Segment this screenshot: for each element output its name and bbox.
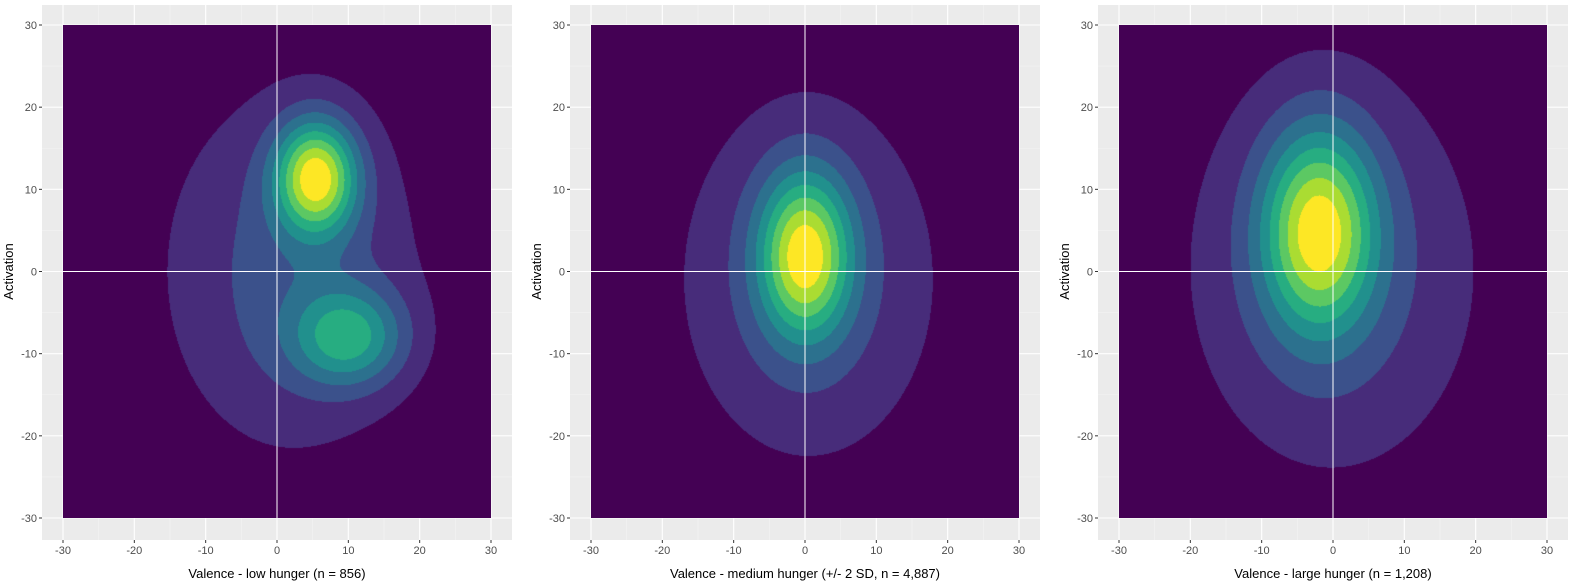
x-tick-label: -30 bbox=[583, 545, 599, 557]
x-tick-label: 0 bbox=[274, 545, 280, 557]
x-tick-label: 30 bbox=[485, 545, 497, 557]
y-tick-label: 20 bbox=[25, 102, 37, 114]
x-tick-label: 20 bbox=[942, 545, 954, 557]
x-axis-title: Valence - large hunger (n = 1,208) bbox=[1234, 566, 1431, 581]
x-tick-label: -20 bbox=[1182, 545, 1198, 557]
y-tick-label: 20 bbox=[553, 102, 565, 114]
x-tick-label: 30 bbox=[1013, 545, 1025, 557]
x-tick-label: -30 bbox=[55, 545, 71, 557]
y-tick-label: 30 bbox=[553, 20, 565, 32]
x-tick-label: -20 bbox=[654, 545, 670, 557]
x-tick-label: 20 bbox=[1470, 545, 1482, 557]
y-tick-label: -20 bbox=[549, 431, 565, 443]
x-tick-label: 10 bbox=[342, 545, 354, 557]
y-tick-label: 10 bbox=[25, 184, 37, 196]
y-tick-label: -30 bbox=[1077, 513, 1093, 525]
y-tick-label: 30 bbox=[1081, 20, 1093, 32]
x-tick-label: 10 bbox=[1398, 545, 1410, 557]
density-panel-1: -30 -20 -10 0 10 20 30 -30 -20 -10 0 10 20 30 Valence … bbox=[1, 5, 512, 581]
y-axis-title: Activation bbox=[1, 243, 16, 299]
y-tick-label: 0 bbox=[559, 267, 565, 279]
x-tick-label: -20 bbox=[126, 545, 142, 557]
x-axis-title: Valence - low hunger (n = 856) bbox=[188, 566, 365, 581]
y-tick-label: 10 bbox=[1081, 184, 1093, 196]
x-tick-label: 0 bbox=[1330, 545, 1336, 557]
y-tick-label: -10 bbox=[549, 349, 565, 361]
y-tick-label: 10 bbox=[553, 184, 565, 196]
x-tick-label: -10 bbox=[1254, 545, 1270, 557]
y-tick-label: -10 bbox=[21, 349, 37, 361]
density-panel-3: -30 -20 -10 0 10 20 30 -30 -20 -10 0 10 20 30 Valence … bbox=[1057, 5, 1568, 581]
y-tick-label: -30 bbox=[549, 513, 565, 525]
x-tick-label: 0 bbox=[802, 545, 808, 557]
y-tick-label: 0 bbox=[1087, 267, 1093, 279]
x-tick-label: 30 bbox=[1541, 545, 1553, 557]
y-tick-label: -20 bbox=[21, 431, 37, 443]
y-axis-title: Activation bbox=[1057, 243, 1072, 299]
y-tick-label: 30 bbox=[25, 20, 37, 32]
y-tick-label: 0 bbox=[31, 267, 37, 279]
density-panel-2: -30 -20 -10 0 10 20 30 -30 -20 -10 0 10 20 30 Valence … bbox=[529, 5, 1040, 581]
y-tick-label: -10 bbox=[1077, 349, 1093, 361]
x-tick-label: -10 bbox=[198, 545, 214, 557]
x-tick-label: 20 bbox=[414, 545, 426, 557]
y-tick-label: -20 bbox=[1077, 431, 1093, 443]
x-tick-label: -10 bbox=[726, 545, 742, 557]
y-axis-title: Activation bbox=[529, 243, 544, 299]
x-axis-title: Valence - medium hunger (+/- 2 SD, n = 4… bbox=[670, 566, 940, 581]
x-tick-label: 10 bbox=[870, 545, 882, 557]
y-tick-label: -30 bbox=[21, 513, 37, 525]
y-tick-label: 20 bbox=[1081, 102, 1093, 114]
x-tick-label: -30 bbox=[1111, 545, 1127, 557]
